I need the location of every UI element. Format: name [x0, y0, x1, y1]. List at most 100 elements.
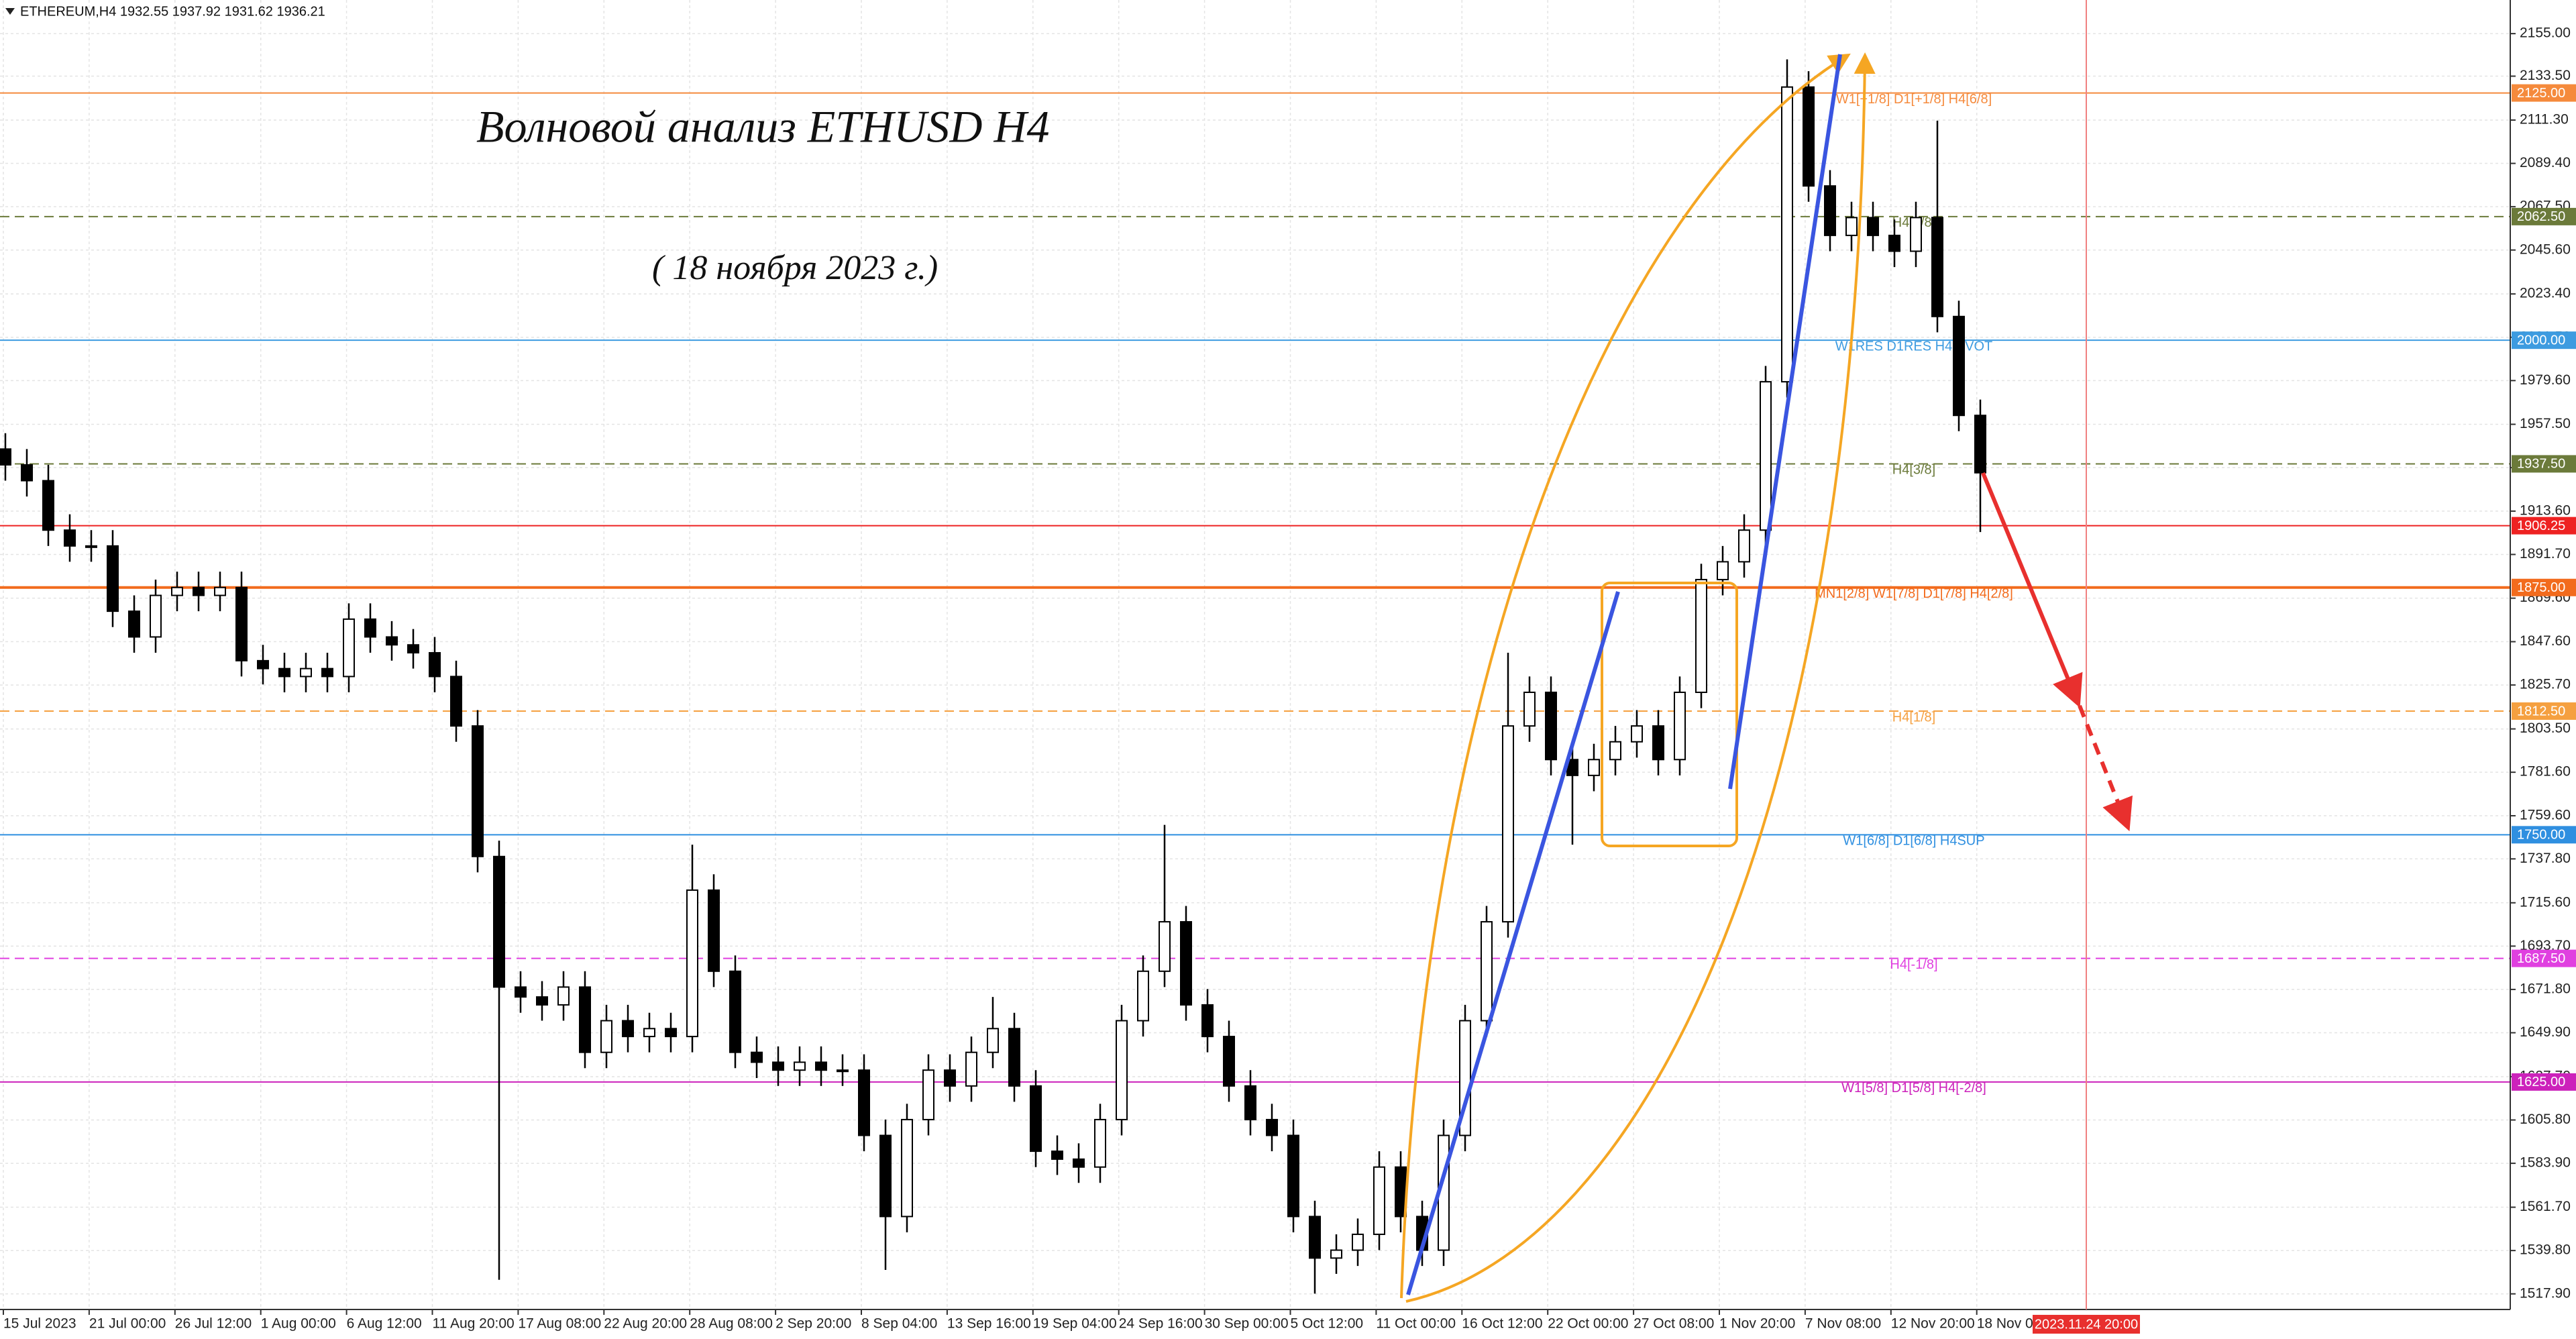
candle-body	[1717, 561, 1729, 580]
level-annotation: W1[6/8] D1[6/8] H4SUP	[1843, 834, 1984, 849]
candle-body	[1137, 970, 1149, 1022]
candle-body	[1073, 1158, 1085, 1168]
level-price-label: 2062.50	[2517, 209, 2565, 224]
level-annotation: W1[+1/8] D1[+1/8] H4[6/8]	[1836, 92, 1992, 107]
candle-body	[1588, 759, 1600, 776]
y-tick-label: 1891.70	[2520, 546, 2571, 561]
candle-body	[386, 636, 398, 646]
y-tick-label: 2023.40	[2520, 286, 2571, 301]
candle-body	[193, 586, 205, 596]
candle-body	[1845, 217, 1858, 236]
level-annotation: H4[3/8]	[1892, 463, 1935, 478]
candle-body	[772, 1061, 784, 1071]
x-tick-label: 6 Aug 12:00	[347, 1316, 422, 1332]
candle-body	[1803, 86, 1815, 187]
candle-body	[965, 1051, 977, 1087]
candle-body	[235, 586, 248, 661]
x-tick-label: 24 Sep 16:00	[1119, 1316, 1203, 1332]
candle-body	[1094, 1118, 1106, 1168]
level-price-label: 1937.50	[2517, 457, 2565, 472]
x-tick-label: 27 Oct 08:00	[1633, 1316, 1714, 1332]
candle-body	[300, 667, 312, 678]
level-price-label: 1875.00	[2517, 580, 2565, 595]
y-tick-label: 2089.40	[2520, 155, 2571, 170]
level-price-label: 1625.00	[2517, 1075, 2565, 1089]
x-tick-label: 28 Aug 08:00	[690, 1316, 773, 1332]
x-tick-label: 13 Sep 16:00	[947, 1316, 1031, 1332]
candle-body	[171, 586, 183, 596]
x-tick-label: 19 Sep 04:00	[1033, 1316, 1117, 1332]
y-tick-label: 1759.60	[2520, 808, 2571, 823]
candle-body	[643, 1028, 655, 1038]
wave-line	[1728, 54, 1842, 790]
candle-body	[1481, 921, 1493, 1022]
candle-body	[278, 667, 290, 678]
candle-body	[128, 610, 140, 638]
y-tick-label: 1605.80	[2520, 1112, 2571, 1127]
candle-body	[429, 652, 441, 678]
symbol-menu-icon[interactable]	[5, 8, 15, 15]
candle-body	[1824, 185, 1836, 236]
y-tick-label: 1715.60	[2520, 894, 2571, 910]
candle-body	[1523, 692, 1536, 727]
level-price-label: 1812.50	[2517, 704, 2565, 718]
level-price-box	[2512, 84, 2576, 102]
candle-body	[729, 970, 741, 1053]
x-tick-label: 2 Sep 20:00	[775, 1316, 851, 1332]
candle-body	[42, 480, 54, 531]
x-tick-label: 16 Oct 12:00	[1462, 1316, 1542, 1332]
y-tick-label: 1583.90	[2520, 1155, 2571, 1171]
candle-body	[815, 1061, 827, 1071]
candle-body	[1159, 921, 1171, 972]
candle-body	[1051, 1150, 1063, 1160]
candle-body	[1309, 1216, 1321, 1259]
y-tick-label: 1803.50	[2520, 720, 2571, 736]
candle-body	[450, 676, 462, 727]
candle-body	[515, 986, 527, 998]
level-price-box	[2512, 949, 2576, 967]
x-tick-label: 11 Oct 00:00	[1376, 1316, 1456, 1332]
candle-body	[922, 1069, 934, 1120]
candle-body	[837, 1069, 849, 1073]
candle-body	[794, 1061, 806, 1071]
candle-body	[1352, 1233, 1364, 1251]
y-tick-label: 1517.90	[2520, 1285, 2571, 1301]
x-tick-label: 12 Nov 20:00	[1891, 1316, 1975, 1332]
x-tick-label: 22 Aug 20:00	[604, 1316, 687, 1332]
level-price-box	[2512, 517, 2576, 535]
candle-body	[987, 1028, 999, 1053]
level-price-box	[2512, 826, 2576, 844]
x-tick-label: 17 Aug 08:00	[518, 1316, 601, 1332]
candle-body	[85, 545, 97, 548]
candle-body	[600, 1020, 612, 1053]
wave-arc	[1400, 53, 1851, 1299]
candle-body	[1974, 415, 1986, 474]
candle-body	[1738, 529, 1750, 563]
candle-body	[257, 659, 269, 670]
consolidation-box	[1601, 582, 1738, 847]
y-tick-label: 1671.80	[2520, 981, 2571, 996]
chart-title: Волновой анализ ETHUSD H4	[476, 101, 1050, 152]
candle-body	[622, 1020, 634, 1038]
candle-body	[751, 1051, 763, 1063]
y-tick-label: 1825.70	[2520, 677, 2571, 692]
level-price-box	[2512, 331, 2576, 350]
candle-body	[150, 594, 162, 638]
candle-body	[1781, 86, 1793, 383]
candle-body	[708, 889, 720, 972]
x-tick-label: 22 Oct 00:00	[1548, 1316, 1628, 1332]
candle-body	[1910, 217, 1922, 252]
candle-body	[1223, 1036, 1235, 1087]
candle-body	[1502, 725, 1514, 923]
candle-body	[1244, 1085, 1256, 1120]
candle-body	[1116, 1020, 1128, 1120]
level-price-label: 2000.00	[2517, 333, 2565, 347]
x-tick-label: 30 Sep 00:00	[1205, 1316, 1289, 1332]
y-tick-label: 1957.50	[2520, 416, 2571, 431]
candle-body	[1030, 1085, 1042, 1153]
candle-body	[21, 464, 33, 482]
y-tick-label: 1539.80	[2520, 1242, 2571, 1258]
time-axis	[0, 1309, 2576, 1339]
